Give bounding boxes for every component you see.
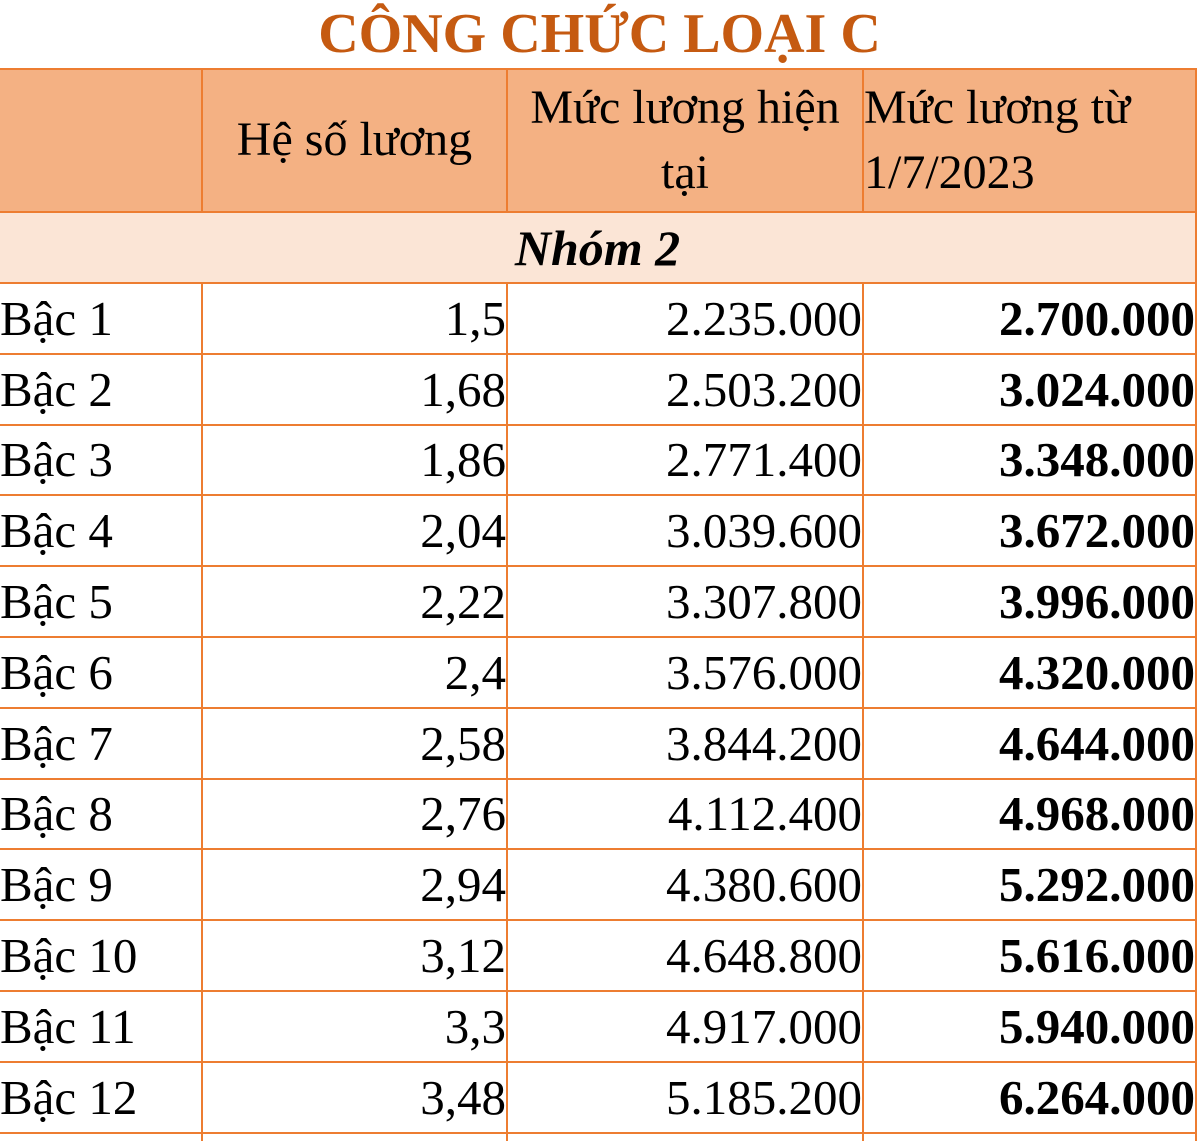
table-row: Bậc 4 2,04 3.039.600 3.672.000 <box>0 494 1197 568</box>
row-new-salary-cell: 4.968.000 <box>862 777 1197 851</box>
title-bar: CÔNG CHỨC LOẠI C <box>0 0 1199 68</box>
row-coefficient-cell: 3,3 <box>201 989 508 1063</box>
table-row: Bậc 8 2,76 4.112.400 4.968.000 <box>0 777 1197 851</box>
group-row: Nhóm 2 <box>0 211 1197 284</box>
row-current-salary-cell: 3.844.200 <box>506 706 864 780</box>
salary-table: Hệ số lương Mức lương hiện tại Mức lương… <box>0 68 1197 1141</box>
row-coefficient-cell: 2,04 <box>201 494 508 568</box>
row-new-salary-cell: 2.700.000 <box>862 282 1197 355</box>
table-row: Bậc 6 2,4 3.576.000 4.320.000 <box>0 635 1197 709</box>
header-coefficient: Hệ số lương <box>201 68 508 213</box>
row-new-salary-cell: 5.616.000 <box>862 919 1197 992</box>
row-coefficient-cell: 1,5 <box>201 282 508 355</box>
row-coefficient-cell: 2,76 <box>201 777 508 851</box>
table-row: Bậc 2 1,68 2.503.200 3.024.000 <box>0 352 1197 426</box>
row-new-salary-cell: 5.292.000 <box>862 848 1197 922</box>
table-row: Bậc 7 2,58 3.844.200 4.644.000 <box>0 706 1197 780</box>
row-current-salary-cell: 3.576.000 <box>506 635 864 709</box>
row-new-salary-cell: 4.644.000 <box>862 706 1197 780</box>
table-row: Bậc 9 2,94 4.380.600 5.292.000 <box>0 848 1197 922</box>
row-new-salary-cell: 5.940.000 <box>862 989 1197 1063</box>
row-coefficient-cell: 1,86 <box>201 423 508 497</box>
header-empty-cell <box>0 68 203 213</box>
row-current-salary-cell: 4.917.000 <box>506 989 864 1063</box>
row-current-salary-cell: 3.039.600 <box>506 494 864 568</box>
row-level-cell: Bậc 1 <box>0 282 203 355</box>
row-new-salary-cell: 3.672.000 <box>862 494 1197 568</box>
row-coefficient-cell: 2,58 <box>201 706 508 780</box>
table-row: Bậc 5 2,22 3.307.800 3.996.000 <box>0 565 1197 638</box>
group-label: Nhóm 2 <box>0 211 1197 284</box>
row-level-cell: Bậc 11 <box>0 989 203 1063</box>
row-level-cell: Bậc 2 <box>0 352 203 426</box>
row-level-cell: Bậc 8 <box>0 777 203 851</box>
row-current-salary-cell: 2.235.000 <box>506 282 864 355</box>
row-level-cell: Bậc 5 <box>0 565 203 638</box>
page-title: CÔNG CHỨC LOẠI C <box>318 3 881 65</box>
row-level-cell: Bậc 12 <box>0 1060 203 1134</box>
row-new-salary-cell: 3.348.000 <box>862 423 1197 497</box>
row-coefficient-cell: 3,48 <box>201 1060 508 1134</box>
header-new-salary: Mức lương từ 1/7/2023 <box>862 68 1197 213</box>
row-current-salary-cell: 5.185.200 <box>506 1060 864 1134</box>
row-coefficient-cell: 2,4 <box>201 635 508 709</box>
row-current-salary-cell: 4.112.400 <box>506 777 864 851</box>
salary-table-body: Hệ số lương Mức lương hiện tại Mức lương… <box>0 68 1197 1141</box>
row-coefficient-cell: 1,68 <box>201 352 508 426</box>
row-coefficient-cell: 2,22 <box>201 565 508 638</box>
row-coefficient-cell: 2,94 <box>201 848 508 922</box>
row-level-cell: Bậc 7 <box>0 706 203 780</box>
row-new-salary-cell: 3.024.000 <box>862 352 1197 426</box>
row-current-salary-cell: 4.648.800 <box>506 919 864 992</box>
table-row: Bậc 3 1,86 2.771.400 3.348.000 <box>0 423 1197 497</box>
row-current-salary-cell: 3.307.800 <box>506 565 864 638</box>
table-row: Bậc 12 3,48 5.185.200 6.264.000 <box>0 1060 1197 1134</box>
row-current-salary-cell: 2.503.200 <box>506 352 864 426</box>
partial-row <box>0 1131 1197 1141</box>
table-header-row: Hệ số lương Mức lương hiện tại Mức lương… <box>0 68 1197 213</box>
header-current-salary: Mức lương hiện tại <box>506 68 864 213</box>
row-level-cell: Bậc 3 <box>0 423 203 497</box>
row-new-salary-cell: 6.264.000 <box>862 1060 1197 1134</box>
row-level-cell: Bậc 10 <box>0 919 203 992</box>
table-row: Bậc 10 3,12 4.648.800 5.616.000 <box>0 919 1197 992</box>
row-level-cell: Bậc 6 <box>0 635 203 709</box>
row-new-salary-cell: 4.320.000 <box>862 635 1197 709</box>
row-level-cell: Bậc 9 <box>0 848 203 922</box>
row-new-salary-cell: 3.996.000 <box>862 565 1197 638</box>
table-row: Bậc 1 1,5 2.235.000 2.700.000 <box>0 282 1197 355</box>
row-current-salary-cell: 2.771.400 <box>506 423 864 497</box>
table-row: Bậc 11 3,3 4.917.000 5.940.000 <box>0 989 1197 1063</box>
row-level-cell: Bậc 4 <box>0 494 203 568</box>
row-coefficient-cell: 3,12 <box>201 919 508 992</box>
row-current-salary-cell: 4.380.600 <box>506 848 864 922</box>
